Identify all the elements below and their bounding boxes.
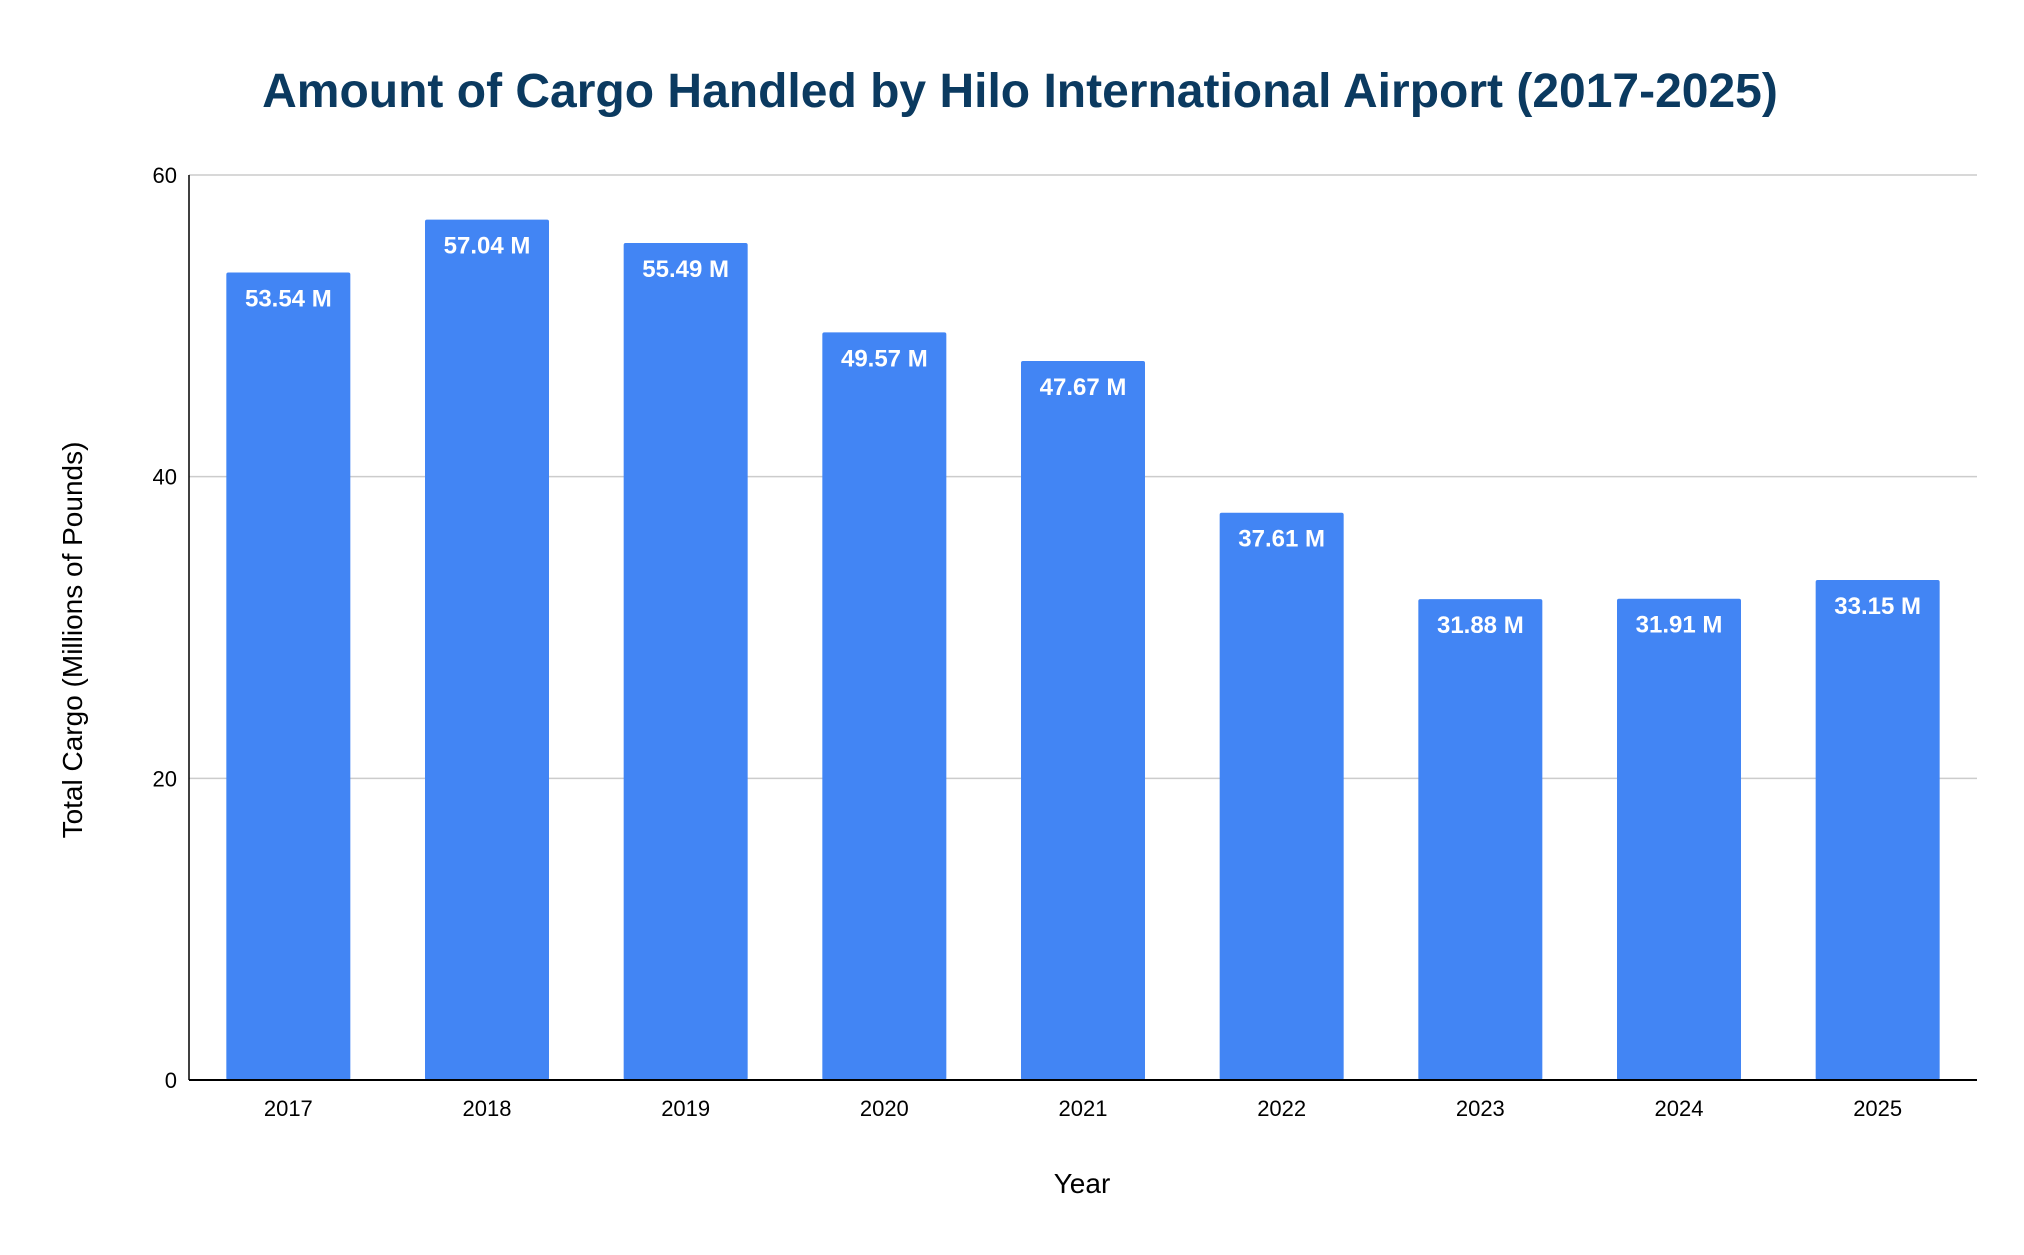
y-axis-ticks: 0 20 40 60 (153, 163, 177, 1093)
bar-value-label: 33.15 M (1834, 593, 1921, 620)
x-tick-label: 2023 (1456, 1096, 1505, 1121)
x-tick-label: 2017 (264, 1096, 313, 1121)
bar-2018 (425, 219, 549, 1080)
x-tick-label: 2018 (463, 1096, 512, 1121)
bar-2020 (822, 332, 947, 1080)
y-tick-label: 40 (153, 465, 177, 490)
bar-value-label: 53.54 M (245, 285, 332, 312)
x-tick-label: 2019 (661, 1096, 710, 1121)
bar-labels: 53.54 M 57.04 M 55.49 M 49.57 M 47.67 M 37.61… (245, 233, 1921, 639)
bar-value-label: 31.91 M (1636, 612, 1723, 639)
y-tick-label: 0 (165, 1068, 177, 1093)
x-tick-label: 2022 (1257, 1096, 1306, 1121)
bar-value-label: 31.88 M (1437, 612, 1524, 639)
bar-2017 (226, 272, 351, 1080)
bar-value-label: 37.61 M (1238, 526, 1325, 553)
bar-2019 (623, 243, 748, 1081)
y-tick-label: 60 (153, 163, 177, 188)
bar-2022 (1219, 512, 1344, 1080)
x-tick-label: 2020 (860, 1096, 909, 1121)
bar-value-label: 57.04 M (444, 233, 531, 260)
x-axis-ticks: 2017 2018 2019 2020 2021 2022 2023 2024 2025 (264, 1096, 1902, 1121)
bar-2025 (1815, 579, 1940, 1080)
x-axis-label: Year (1054, 1168, 1111, 1199)
bar-2023 (1418, 599, 1543, 1080)
chart-title: Amount of Cargo Handled by Hilo Internat… (262, 65, 1778, 118)
bar-2024 (1617, 598, 1741, 1080)
bar-value-label: 47.67 M (1040, 374, 1127, 401)
bar-2021 (1021, 360, 1145, 1080)
bar-value-label: 49.57 M (841, 345, 928, 372)
bar-value-label: 55.49 M (642, 256, 729, 283)
x-tick-label: 2025 (1853, 1096, 1902, 1121)
x-tick-label: 2024 (1655, 1096, 1704, 1121)
x-tick-label: 2021 (1059, 1096, 1108, 1121)
bars (226, 219, 1940, 1081)
y-axis-label: Total Cargo (Millions of Pounds) (57, 442, 88, 839)
y-tick-label: 20 (153, 766, 177, 791)
